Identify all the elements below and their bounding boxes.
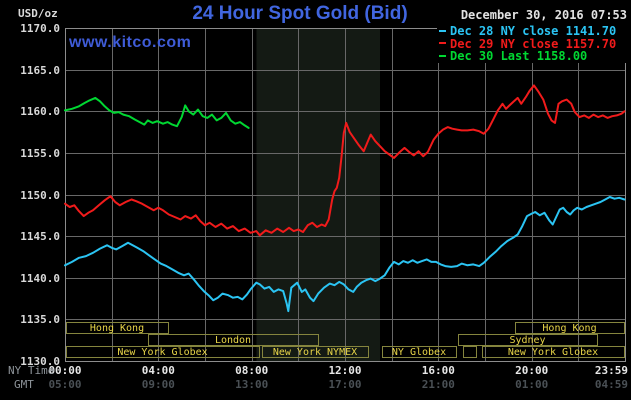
session-bar-ny-globex xyxy=(382,346,457,358)
y-tick-label: 1130.0 xyxy=(20,355,60,368)
x-tick-gmt: 01:00 xyxy=(515,378,549,391)
session-bar-new-york-nymex xyxy=(262,346,369,358)
x-tick-ny-time: 04:00 xyxy=(141,364,175,377)
x-tick-gmt: 13:00 xyxy=(235,378,269,391)
x-tick-ny-time: 12:00 xyxy=(328,364,362,377)
x-tick-ny-time: 16:00 xyxy=(421,364,455,377)
x-tick-gmt: 17:00 xyxy=(328,378,362,391)
ny-time-axis-label: NY Time xyxy=(8,364,55,377)
x-tick-gmt: 09:00 xyxy=(141,378,175,391)
x-tick-gmt: 21:00 xyxy=(421,378,455,391)
y-tick-label: 1135.0 xyxy=(20,313,60,327)
nymex-session-shade xyxy=(256,28,380,361)
y-tick-label: 1160.0 xyxy=(20,105,60,119)
legend-label: Dec 30 Last 1158.00 xyxy=(450,49,588,63)
legend-dash-icon xyxy=(439,29,446,32)
session-label: New York Globex xyxy=(508,347,598,358)
x-tick-ny-time: 00:00 xyxy=(48,364,82,377)
legend-label: Dec 29 NY close 1157.70 xyxy=(450,36,617,51)
session-label: New York NYMEX xyxy=(273,347,357,358)
series-dec30 xyxy=(64,96,250,129)
y-tick-label: 1165.0 xyxy=(20,63,60,77)
session-bar-hong-kong xyxy=(515,322,625,334)
session-label: NY Globex xyxy=(392,347,446,358)
legend-dash-icon xyxy=(439,54,446,57)
x-tick-ny-time: 20:00 xyxy=(515,364,549,377)
session-bar-spacer xyxy=(463,346,477,358)
unit-label: USD/oz xyxy=(18,7,58,20)
legend-item: Dec 29 NY close 1157.70 xyxy=(437,36,628,51)
y-tick-label: 1155.0 xyxy=(20,146,60,160)
y-tick-label: 1140.0 xyxy=(20,271,60,285)
page-title: 24 Hour Spot Gold (Bid) xyxy=(192,3,408,24)
y-tick-label: 1145.0 xyxy=(20,230,60,244)
legend-item: Dec 28 NY close 1141.70 xyxy=(437,24,628,38)
y-tick-label: 1150.0 xyxy=(20,188,60,202)
session-bar-london xyxy=(148,334,319,346)
legend-item: Dec 30 Last 1158.00 xyxy=(437,49,628,63)
session-label: New York Globex xyxy=(117,347,207,358)
x-tick-ny-time: 08:00 xyxy=(235,364,269,377)
series-dec29 xyxy=(64,84,626,237)
series-dec28 xyxy=(64,196,626,313)
gmt-axis-label: GMT xyxy=(14,378,34,391)
session-bar-new-york-globex xyxy=(66,346,260,358)
session-bar-sydney xyxy=(458,334,598,346)
kitco-watermark-link[interactable]: www.kitco.com xyxy=(69,34,192,51)
session-label: Hong Kong xyxy=(90,323,144,334)
session-label: Hong Kong xyxy=(542,323,596,334)
legend-label: Dec 28 NY close 1141.70 xyxy=(450,24,617,38)
chart-datetime: December 30, 2016 07:53 xyxy=(460,8,627,22)
session-bar-hong-kong xyxy=(66,322,169,334)
legend-dash-icon xyxy=(439,42,446,44)
session-bar-new-york-globex xyxy=(482,346,625,358)
x-tick-gmt: 05:00 xyxy=(48,378,82,391)
x-tick-gmt: 04:59 xyxy=(594,378,628,391)
x-tick-ny-time: 23:59 xyxy=(594,364,628,377)
session-label: Sydney xyxy=(509,335,545,346)
plot-border xyxy=(65,28,626,362)
legend: Dec 28 NY close 1141.70 Dec 29 NY close 1… xyxy=(437,23,628,63)
y-tick-label: 1170.0 xyxy=(20,22,60,35)
session-label: London xyxy=(215,335,251,346)
